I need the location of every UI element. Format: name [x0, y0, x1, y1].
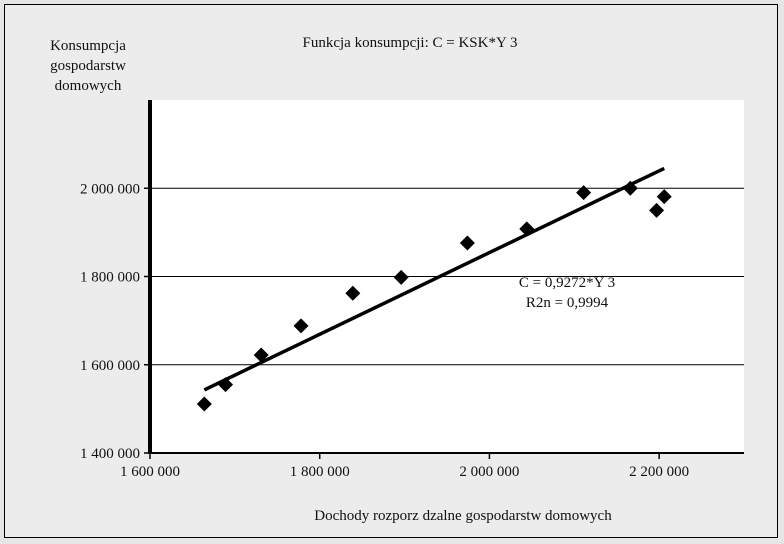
equation-label: C = 0,9272*Y 3: [519, 275, 615, 291]
x-tick-label: 2 200 000: [629, 464, 689, 480]
data-point: [196, 396, 212, 412]
trendline: [203, 166, 665, 392]
data-point: [576, 185, 592, 201]
data-point: [253, 347, 269, 363]
data-point: [459, 235, 475, 251]
chart-title: Funkcja konsumpcji: C = KSK*Y 3: [303, 35, 518, 51]
r2-label: R2n = 0,9994: [526, 295, 609, 311]
x-tick-label: 1 600 000: [120, 464, 180, 480]
data-point: [519, 221, 535, 237]
data-point: [345, 285, 361, 301]
y-tick-label: 1 600 000: [80, 358, 140, 374]
y-axis-label-3: domowych: [55, 78, 122, 94]
x-tick-label: 1 800 000: [290, 464, 350, 480]
y-axis-label-2: gospodarstw: [50, 58, 126, 74]
y-axis-label-1: Konsumpcja: [50, 38, 126, 54]
data-point: [218, 377, 234, 393]
x-tick-label: 2 000 000: [459, 464, 519, 480]
x-axis-label: Dochody rozporz dzalne gospodarstw domow…: [314, 508, 612, 524]
y-tick-label: 2 000 000: [80, 181, 140, 197]
y-tick-label: 1 800 000: [80, 270, 140, 286]
data-point: [393, 269, 409, 285]
data-point: [649, 202, 665, 218]
y-tick-label: 1 400 000: [80, 446, 140, 462]
data-point: [622, 180, 638, 196]
data-point: [293, 318, 309, 334]
data-point: [656, 189, 672, 205]
